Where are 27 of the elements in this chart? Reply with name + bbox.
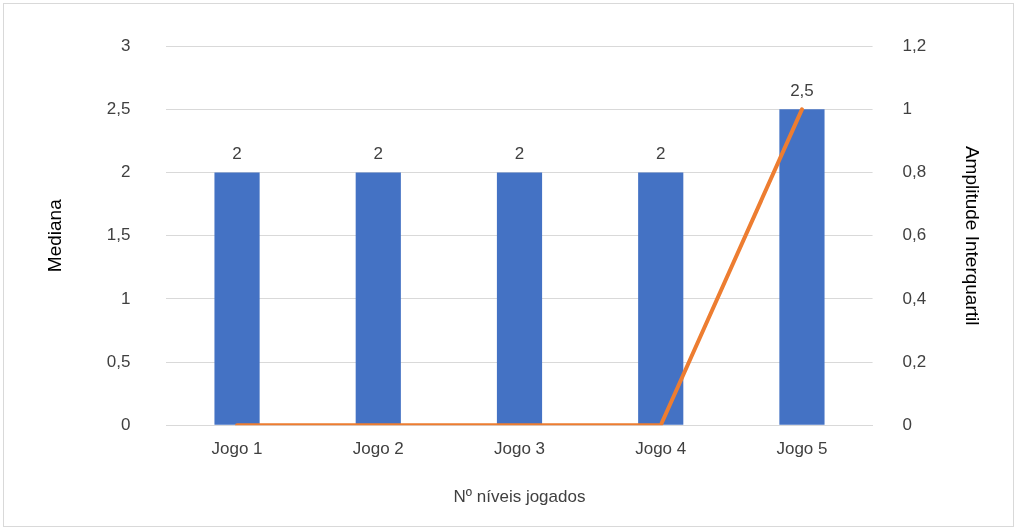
data-label: 2: [232, 143, 242, 163]
y-tick-label: 2,5: [106, 99, 131, 119]
y-tick-label: 3: [120, 35, 131, 55]
y2-tick-label: 0,2: [902, 351, 927, 371]
y-tick-label: 1,5: [106, 225, 131, 245]
data-label: 2: [514, 143, 525, 163]
y-tick-label: 1: [120, 288, 131, 308]
x-tick-label: Jogo 1: [211, 439, 263, 459]
y-tick-label: 0: [120, 414, 131, 434]
y2-tick-label: 0,4: [902, 288, 927, 308]
y2-tick-label: 0,6: [902, 225, 927, 245]
y-tick-label: 0,5: [106, 351, 131, 371]
x-tick-label: Jogo 2: [352, 439, 404, 459]
data-label: 2,5: [790, 80, 814, 100]
x-axis-title: Nº níveis jogados: [453, 487, 586, 507]
x-tick-label: Jogo 3: [493, 439, 546, 459]
y2-tick-label: 1: [902, 99, 913, 119]
y2-tick-label: 0: [902, 414, 913, 434]
y-tick-label: 2: [120, 162, 131, 182]
y2-tick-label: 1,2: [902, 35, 927, 55]
y2-axis-title: Amplitude Interquartil: [962, 145, 984, 326]
data-label: 2: [373, 143, 384, 163]
x-tick-label: Jogo 5: [776, 439, 828, 459]
y2-tick-label: 0,8: [902, 162, 927, 182]
y-axis-title: Mediana: [43, 198, 65, 273]
data-label: 2: [655, 143, 666, 163]
x-tick-label: Jogo 4: [635, 439, 687, 459]
